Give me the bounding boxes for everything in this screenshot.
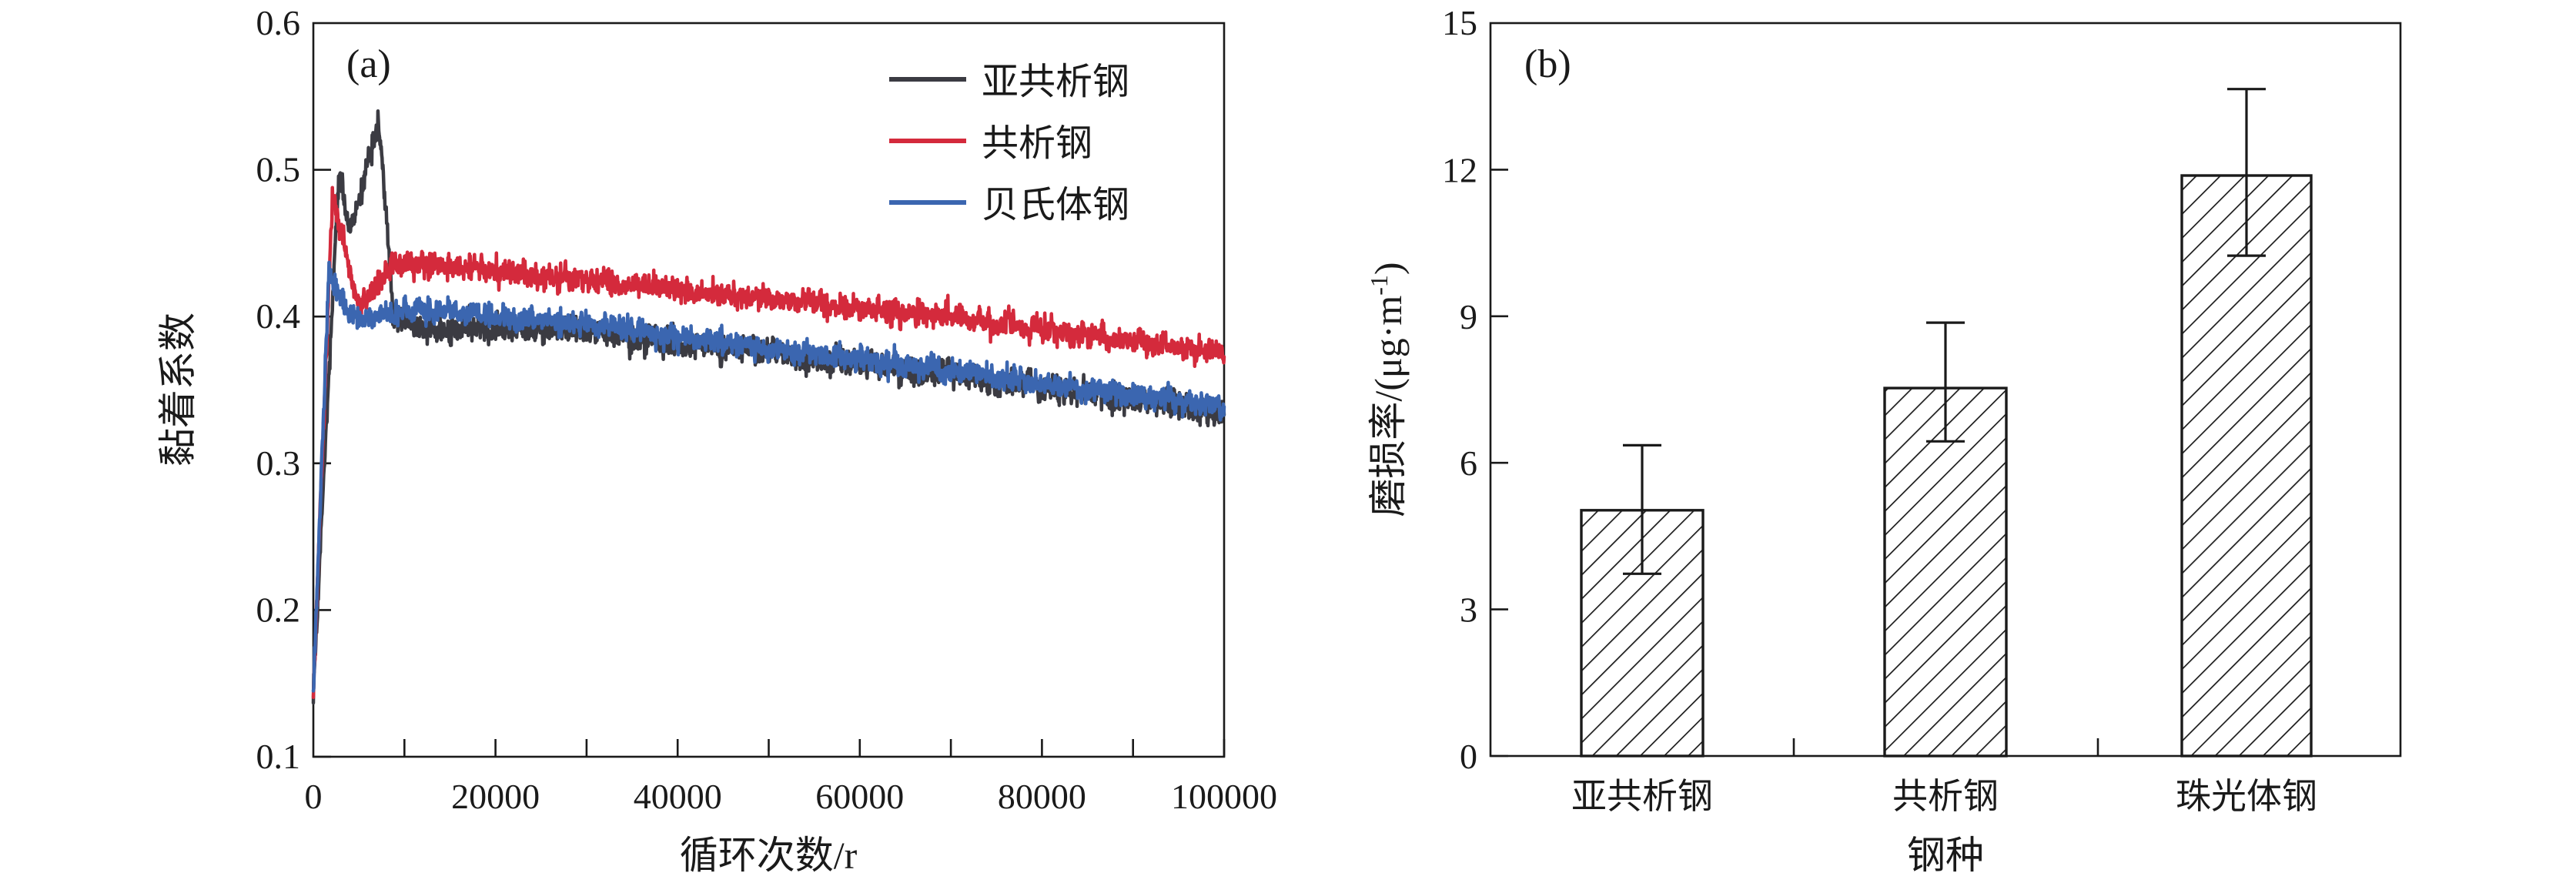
svg-text:亚共析钢: 亚共析钢 bbox=[982, 62, 1129, 102]
svg-text:9: 9 bbox=[1460, 297, 1477, 336]
svg-text:80000: 80000 bbox=[998, 777, 1086, 816]
svg-text:20000: 20000 bbox=[451, 777, 540, 816]
svg-text:钢种: 钢种 bbox=[1907, 834, 1984, 877]
svg-text:0.2: 0.2 bbox=[256, 590, 301, 629]
svg-text:(b): (b) bbox=[1524, 42, 1571, 86]
svg-text:100000: 100000 bbox=[1171, 777, 1277, 816]
svg-text:40000: 40000 bbox=[634, 777, 722, 816]
svg-text:0.3: 0.3 bbox=[256, 443, 301, 483]
svg-text:循环次数/r: 循环次数/r bbox=[680, 834, 858, 877]
svg-text:0.5: 0.5 bbox=[256, 150, 301, 189]
svg-text:共析钢: 共析钢 bbox=[982, 123, 1092, 164]
svg-text:3: 3 bbox=[1460, 590, 1477, 630]
svg-text:0: 0 bbox=[1460, 737, 1477, 776]
svg-text:亚共析钢: 亚共析钢 bbox=[1571, 777, 1713, 816]
svg-text:0.4: 0.4 bbox=[256, 296, 301, 336]
svg-text:磨损率/(μg·m-1): 磨损率/(μg·m-1) bbox=[1365, 262, 1410, 517]
svg-text:0: 0 bbox=[305, 777, 323, 816]
svg-text:共析钢: 共析钢 bbox=[1892, 777, 1999, 816]
svg-text:12: 12 bbox=[1442, 150, 1477, 189]
svg-text:60000: 60000 bbox=[815, 777, 904, 816]
svg-text:黏着系数: 黏着系数 bbox=[156, 313, 199, 467]
svg-text:(a): (a) bbox=[346, 42, 391, 86]
svg-text:珠光体钢: 珠光体钢 bbox=[2176, 777, 2317, 816]
svg-text:6: 6 bbox=[1460, 443, 1477, 483]
svg-text:贝氏体钢: 贝氏体钢 bbox=[982, 185, 1129, 226]
svg-text:15: 15 bbox=[1442, 3, 1477, 42]
svg-text:0.6: 0.6 bbox=[256, 3, 301, 42]
svg-text:0.1: 0.1 bbox=[256, 737, 301, 776]
